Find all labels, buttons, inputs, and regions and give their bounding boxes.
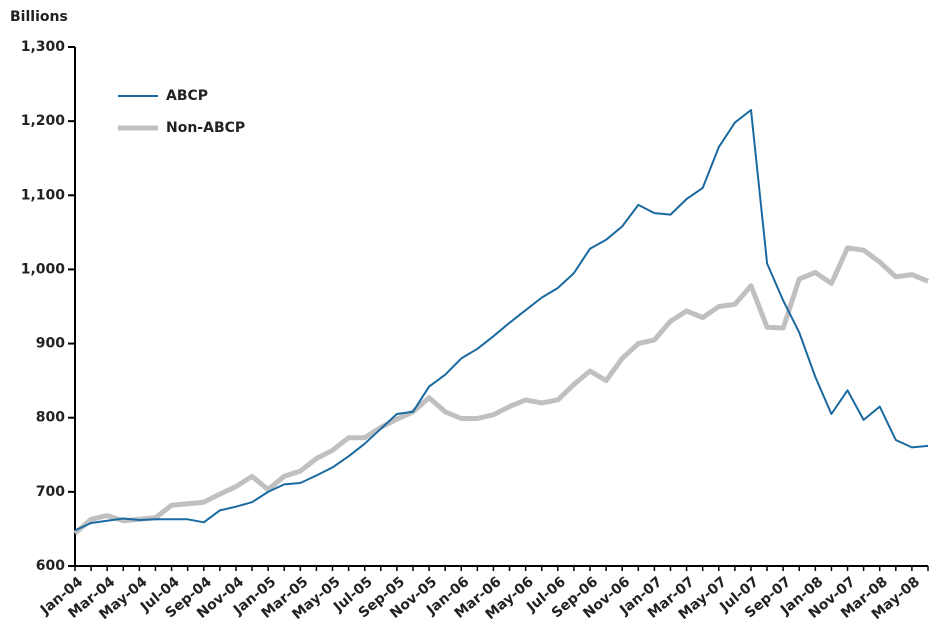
y-tick-label: 900 [36,336,65,352]
y-tick-label: 1,000 [21,261,66,277]
y-tick-label: 1,100 [21,187,66,203]
y-tick-label: 1,300 [21,39,66,55]
series-line [74,109,929,532]
y-axis-label: Billions [10,9,68,25]
y-tick-label: 600 [36,558,65,574]
series-line [73,245,929,536]
y-tick-label: 800 [36,410,65,426]
y-tick-label: 1,200 [21,113,66,129]
y-tick-label: 700 [36,484,65,500]
legend-label: ABCP [166,88,208,104]
legend-label: Non-ABCP [166,120,245,136]
